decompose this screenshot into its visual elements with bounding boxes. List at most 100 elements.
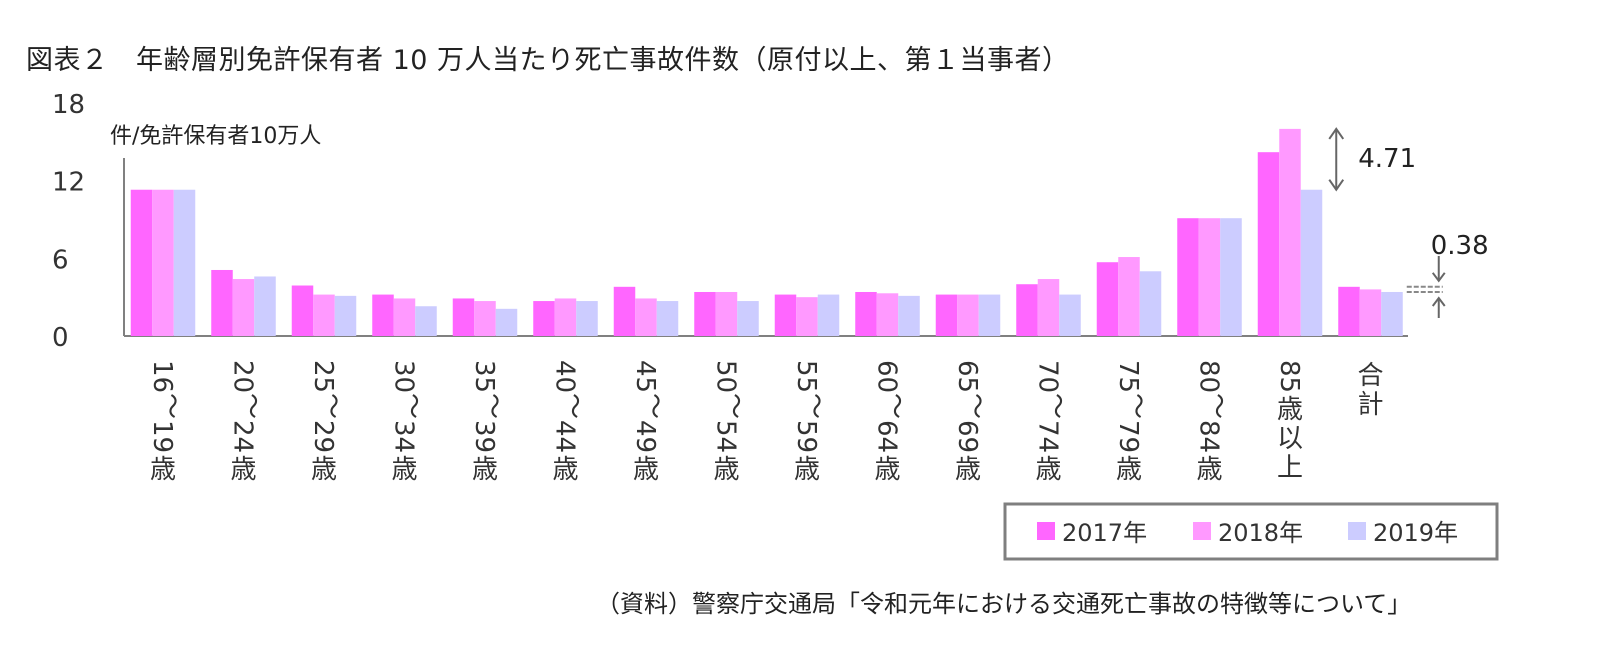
svg-text:59: 59: [791, 420, 821, 453]
svg-text:64: 64: [872, 420, 902, 453]
x-tick-label: 35～39歳: [469, 360, 508, 485]
x-tick-label: 30～34歳: [389, 360, 428, 485]
legend-label: 2018年: [1218, 519, 1303, 547]
x-tick-label: 25～29歳: [308, 360, 347, 485]
svg-text:74: 74: [1033, 420, 1063, 453]
svg-text:歳: 歳: [1116, 455, 1142, 485]
annotation-total-label: 0.38: [1431, 231, 1489, 261]
svg-text:～: ～: [720, 393, 750, 419]
svg-text:歳: 歳: [1035, 455, 1061, 485]
x-tick-label: 65～69歳: [952, 360, 991, 485]
svg-text:歳: 歳: [874, 455, 900, 485]
svg-text:79: 79: [1113, 420, 1143, 453]
legend-swatch: [1348, 522, 1366, 540]
svg-text:歳: 歳: [230, 455, 256, 485]
x-tick-label: 20～24歳: [228, 360, 267, 485]
svg-text:～: ～: [961, 393, 991, 419]
svg-text:44: 44: [550, 420, 580, 453]
legend-box: [1003, 502, 1499, 561]
bar-2018年-35～39歳: [474, 301, 496, 336]
bar-2019年-35～39歳: [495, 308, 518, 336]
svg-text:16: 16: [147, 360, 177, 393]
arrowhead-up: [1431, 296, 1446, 307]
svg-text:25: 25: [308, 360, 338, 393]
bar-2018年-70～74歳: [1037, 279, 1060, 336]
legend-swatch: [1037, 522, 1055, 540]
svg-text:50: 50: [711, 360, 741, 393]
svg-text:34: 34: [389, 420, 419, 453]
svg-text:～: ～: [559, 393, 589, 419]
x-tick-label: 80～84歳: [1194, 360, 1233, 485]
arrowhead-down: [1328, 179, 1345, 192]
source-note: （資料）警察庁交通局「令和元年における交通死亡事故の特徴等について」: [596, 590, 1412, 618]
x-axis-labels: 16～19歳20～24歳25～29歳30～34歳35～39歳40～44歳45～4…: [147, 360, 1384, 485]
bar-2019年-45～49歳: [656, 301, 679, 336]
bar-2019年-55～59歳: [817, 294, 840, 336]
x-tick-label: 40～44歳: [550, 360, 589, 485]
bar-2017年-45～49歳: [613, 286, 636, 336]
svg-text:19: 19: [147, 420, 177, 453]
bar-2017年-50～54歳: [694, 291, 716, 336]
svg-text:49: 49: [630, 420, 660, 453]
bar-2019年-80～84歳: [1220, 218, 1242, 336]
x-tick-label: 75～79歳: [1113, 360, 1152, 485]
y-tick-label: 18: [52, 90, 85, 120]
svg-text:85: 85: [1274, 360, 1304, 393]
bar-2018年-80～84歳: [1198, 218, 1221, 336]
bars: [130, 128, 1403, 336]
bar-2017年-85歳以上: [1257, 152, 1280, 336]
legend: 2017年 2018年 2019年: [1003, 502, 1499, 561]
bar-2017年-20～24歳: [211, 269, 233, 336]
svg-text:歳: 歳: [633, 455, 659, 485]
bar-2018年-85歳以上: [1279, 128, 1301, 336]
bar-2017年-70～74歳: [1016, 284, 1038, 336]
svg-text:29: 29: [308, 420, 338, 453]
bar-2019年-25～29歳: [334, 295, 357, 336]
svg-text:～: ～: [237, 393, 267, 419]
bar-2018年-45～49歳: [635, 298, 657, 336]
bar-2017年-75～79歳: [1096, 262, 1119, 336]
bar-2018年-合計: [1359, 289, 1382, 336]
svg-text:～: ～: [1042, 393, 1072, 419]
bar-2019年-75～79歳: [1139, 271, 1162, 336]
bar-2019年-16～19歳: [173, 189, 196, 336]
bar-2018年-75～79歳: [1118, 257, 1140, 336]
svg-text:75: 75: [1113, 360, 1143, 393]
annotation-85-label: 4.71: [1358, 144, 1416, 174]
bar-2018年-16～19歳: [152, 189, 174, 336]
bar-2018年-50～54歳: [715, 291, 738, 336]
bar-2017年-25～29歳: [291, 285, 314, 336]
bar-2017年-65～69歳: [935, 294, 958, 336]
bar-2019年-20～24歳: [254, 276, 276, 336]
svg-text:計: 計: [1357, 390, 1383, 420]
x-tick-label: 16～19歳: [147, 360, 186, 485]
svg-text:歳: 歳: [150, 455, 176, 485]
bar-2017年-55～59歳: [774, 294, 797, 336]
svg-text:歳: 歳: [713, 455, 739, 485]
bar-2018年-60～64歳: [876, 293, 899, 336]
x-tick-label: 60～64歳: [872, 360, 911, 485]
bar-2019年-50～54歳: [737, 301, 759, 336]
bar-2019年-60～64歳: [898, 295, 920, 336]
svg-text:上: 上: [1277, 453, 1303, 483]
svg-text:～: ～: [478, 393, 508, 419]
legend-swatch: [1193, 522, 1211, 540]
svg-text:～: ～: [800, 393, 830, 419]
svg-text:20: 20: [228, 360, 258, 393]
svg-text:合: 合: [1357, 361, 1383, 391]
svg-text:歳: 歳: [955, 455, 981, 485]
bar-2018年-25～29歳: [313, 294, 335, 336]
svg-text:歳: 歳: [794, 455, 820, 485]
svg-text:45: 45: [630, 360, 660, 393]
x-tick-label: 50～54歳: [711, 360, 750, 485]
arrowhead-up: [1328, 127, 1345, 140]
svg-text:以: 以: [1277, 424, 1303, 454]
bar-2019年-65～69歳: [978, 294, 1001, 336]
bar-2018年-30～34歳: [393, 298, 416, 336]
svg-text:～: ～: [156, 393, 186, 419]
bar-2017年-35～39歳: [452, 298, 475, 336]
y-axis-label: 件/免許保有者10万人: [110, 124, 321, 149]
svg-text:～: ～: [317, 393, 347, 419]
bar-2017年-60～64歳: [855, 291, 877, 336]
svg-text:35: 35: [469, 360, 499, 393]
